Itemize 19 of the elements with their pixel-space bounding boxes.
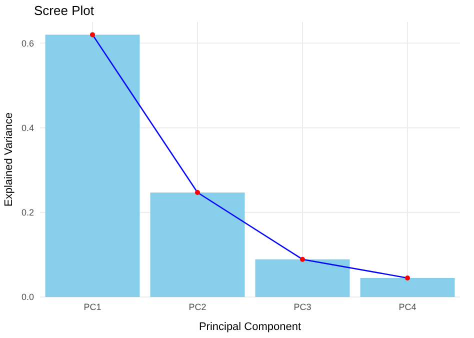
point [405, 275, 410, 280]
y-tick-label: 0.2 [21, 208, 34, 218]
x-tick-label: PC3 [294, 302, 312, 312]
bar [360, 278, 455, 297]
y-tick-label: 0.4 [21, 122, 34, 133]
chart-title: Scree Plot [34, 3, 94, 18]
bar [150, 192, 245, 297]
y-axis-title: Explained Variance [3, 112, 15, 206]
x-tick-label: PC1 [84, 302, 102, 312]
x-tick-label: PC4 [398, 302, 416, 312]
point [195, 190, 200, 195]
y-tick-label: 0.6 [21, 38, 34, 48]
point [90, 32, 95, 38]
point [300, 256, 305, 262]
y-tick-label: 0.0 [21, 292, 34, 302]
bar [255, 259, 350, 297]
x-tick-label: PC2 [188, 302, 206, 312]
x-axis-title: Principal Component [198, 321, 302, 333]
bar [45, 34, 140, 297]
